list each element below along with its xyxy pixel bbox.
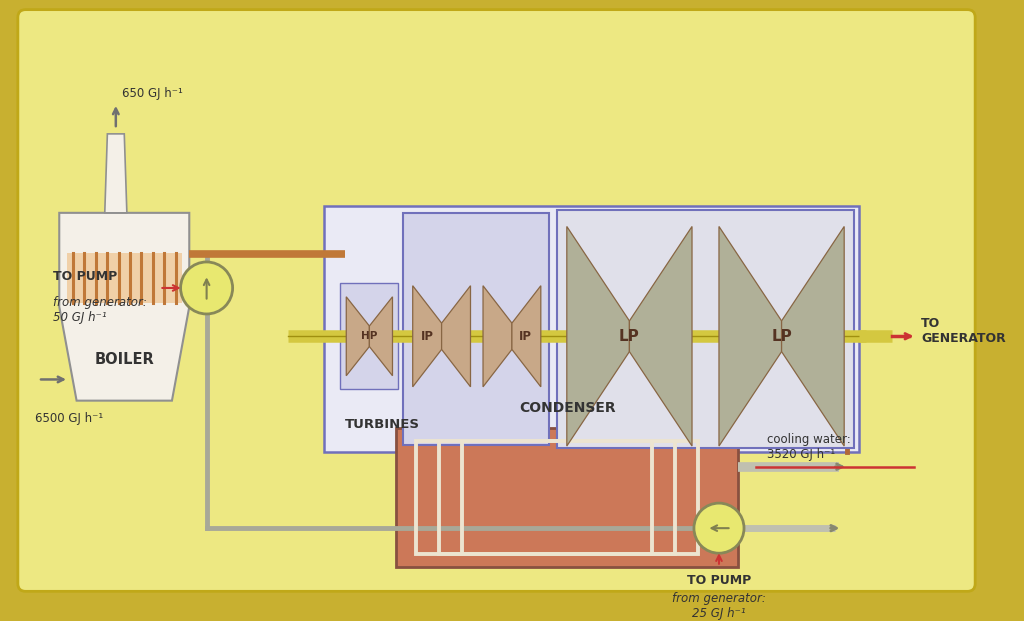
Bar	[462, 441, 651, 554]
Bar	[396, 428, 738, 567]
Text: IP: IP	[421, 330, 434, 343]
Text: TURBINES: TURBINES	[345, 418, 420, 431]
Polygon shape	[719, 227, 781, 446]
Circle shape	[694, 503, 744, 553]
Polygon shape	[370, 297, 392, 376]
Bar	[416, 441, 697, 554]
Bar	[325, 206, 859, 451]
Text: TO PUMP: TO PUMP	[687, 574, 752, 587]
Bar	[557, 210, 854, 448]
Polygon shape	[630, 227, 692, 446]
Text: IP: IP	[519, 330, 532, 343]
Bar	[67, 253, 181, 303]
Polygon shape	[567, 227, 630, 446]
Text: TO
GENERATOR: TO GENERATOR	[922, 317, 1006, 345]
Text: 650 GJ h⁻¹: 650 GJ h⁻¹	[122, 87, 182, 100]
Text: CONDENSER: CONDENSER	[519, 401, 615, 415]
Bar	[341, 283, 398, 389]
Circle shape	[180, 262, 232, 314]
Text: LP: LP	[620, 329, 640, 344]
Text: cooling water:
3520 GJ h⁻¹: cooling water: 3520 GJ h⁻¹	[767, 433, 851, 461]
Text: TO PUMP: TO PUMP	[52, 270, 117, 283]
Polygon shape	[59, 213, 189, 401]
Text: HP: HP	[361, 331, 378, 342]
Polygon shape	[346, 297, 370, 376]
Text: LP: LP	[771, 329, 792, 344]
Polygon shape	[512, 286, 541, 387]
Text: 6500 GJ h⁻¹: 6500 GJ h⁻¹	[35, 412, 103, 425]
Bar	[438, 441, 675, 554]
Polygon shape	[104, 134, 127, 213]
Polygon shape	[483, 286, 512, 387]
Text: from generator:
50 GJ h⁻¹: from generator: 50 GJ h⁻¹	[52, 296, 146, 324]
Polygon shape	[441, 286, 470, 387]
Text: BOILER: BOILER	[94, 352, 155, 367]
Bar	[403, 213, 550, 445]
Polygon shape	[413, 286, 441, 387]
Text: from generator:
25 GJ h⁻¹: from generator: 25 GJ h⁻¹	[672, 592, 766, 620]
Polygon shape	[781, 227, 844, 446]
FancyBboxPatch shape	[17, 10, 975, 591]
